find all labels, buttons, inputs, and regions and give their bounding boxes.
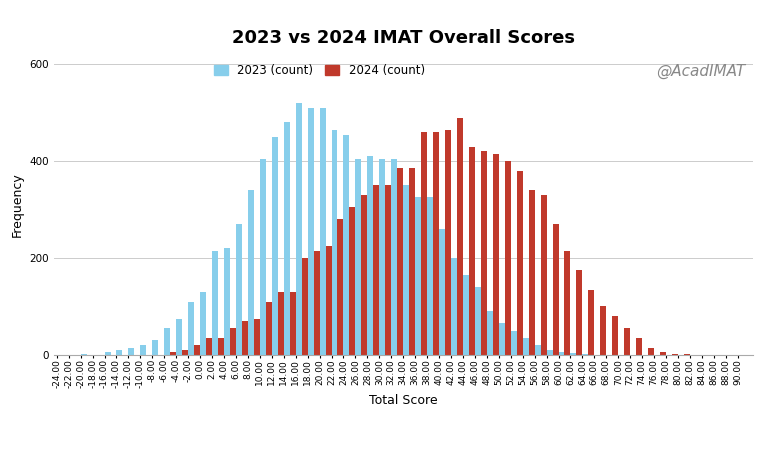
Bar — [194, 345, 200, 355]
Bar — [362, 195, 367, 355]
Bar — [230, 328, 236, 355]
Bar — [415, 197, 421, 355]
Bar — [379, 159, 386, 355]
Bar — [624, 328, 631, 355]
Bar — [451, 258, 457, 355]
Bar — [260, 159, 266, 355]
Bar — [81, 354, 87, 355]
Bar — [248, 190, 254, 355]
Bar — [564, 251, 571, 355]
Bar — [212, 251, 218, 355]
Bar — [541, 195, 547, 355]
Bar — [141, 345, 147, 355]
Legend: 2023 (count), 2024 (count): 2023 (count), 2024 (count) — [210, 61, 429, 81]
Bar — [319, 108, 326, 355]
Title: 2023 vs 2024 IMAT Overall Scores: 2023 vs 2024 IMAT Overall Scores — [232, 30, 574, 47]
Bar — [612, 316, 618, 355]
Bar — [313, 251, 319, 355]
Bar — [104, 353, 111, 355]
Bar — [254, 318, 260, 355]
Bar — [343, 135, 349, 355]
Bar — [457, 117, 463, 355]
Bar — [636, 338, 642, 355]
Bar — [660, 353, 666, 355]
Bar — [296, 103, 302, 355]
Text: @AcadIMAT: @AcadIMAT — [657, 64, 746, 79]
Bar — [535, 345, 541, 355]
Bar — [427, 197, 433, 355]
Bar — [511, 331, 517, 355]
Bar — [433, 132, 439, 355]
Bar — [517, 171, 523, 355]
Bar — [601, 307, 606, 355]
Bar — [337, 219, 343, 355]
Bar — [493, 154, 498, 355]
Bar — [170, 353, 176, 355]
Bar — [523, 338, 528, 355]
Bar — [403, 185, 409, 355]
Bar — [469, 147, 475, 355]
Bar — [176, 318, 182, 355]
Bar — [206, 338, 212, 355]
Bar — [236, 224, 242, 355]
Bar — [439, 229, 445, 355]
Bar — [528, 190, 535, 355]
Bar — [188, 302, 194, 355]
Bar — [266, 302, 272, 355]
Bar — [242, 321, 248, 355]
Bar — [648, 348, 654, 355]
Bar — [128, 348, 134, 355]
Bar — [547, 350, 552, 355]
Bar — [582, 354, 588, 355]
Bar — [409, 168, 415, 355]
Bar — [672, 354, 678, 355]
Bar — [445, 130, 451, 355]
Bar — [283, 122, 290, 355]
Bar — [552, 224, 558, 355]
Bar — [463, 275, 469, 355]
Bar — [397, 168, 403, 355]
Y-axis label: Frequency: Frequency — [11, 172, 24, 237]
Bar — [164, 328, 170, 355]
Bar — [558, 353, 564, 355]
Bar — [224, 248, 230, 355]
Bar — [367, 157, 373, 355]
Bar — [152, 340, 158, 355]
Bar — [487, 311, 493, 355]
Bar — [684, 354, 690, 355]
Bar — [356, 159, 362, 355]
Bar — [218, 338, 224, 355]
Bar — [498, 324, 505, 355]
Bar — [117, 350, 122, 355]
Bar — [349, 207, 356, 355]
Bar — [272, 137, 278, 355]
Bar — [278, 292, 283, 355]
Bar — [386, 185, 391, 355]
Bar — [577, 270, 582, 355]
Bar — [391, 159, 397, 355]
Bar — [332, 130, 337, 355]
Bar — [302, 258, 308, 355]
Bar — [373, 185, 379, 355]
Bar — [308, 108, 313, 355]
Bar — [326, 246, 332, 355]
Bar — [571, 354, 577, 355]
Bar — [421, 132, 427, 355]
Bar — [290, 292, 296, 355]
Bar — [505, 161, 511, 355]
Bar — [200, 292, 206, 355]
Bar — [588, 289, 594, 355]
X-axis label: Total Score: Total Score — [369, 394, 438, 407]
Bar — [182, 350, 188, 355]
Bar — [481, 152, 487, 355]
Bar — [475, 287, 481, 355]
